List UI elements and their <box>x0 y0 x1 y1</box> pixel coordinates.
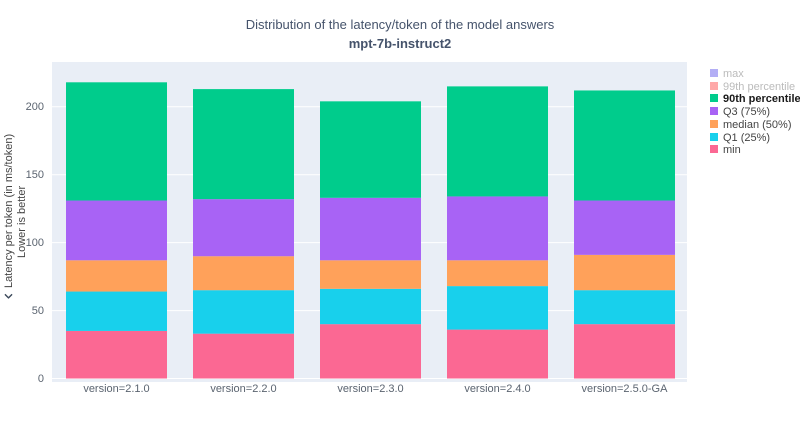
svg-text:0: 0 <box>38 373 44 385</box>
svg-text:version=2.4.0: version=2.4.0 <box>464 383 530 395</box>
svg-text:100: 100 <box>26 237 44 249</box>
svg-text:version=2.1.0: version=2.1.0 <box>83 383 149 395</box>
svg-text:version=2.3.0: version=2.3.0 <box>337 383 403 395</box>
svg-text:version=2.5.0-GA: version=2.5.0-GA <box>582 383 669 395</box>
svg-text:200: 200 <box>26 101 44 113</box>
svg-text:150: 150 <box>26 169 44 181</box>
svg-text:50: 50 <box>32 305 44 317</box>
svg-text:version=2.2.0: version=2.2.0 <box>210 383 276 395</box>
